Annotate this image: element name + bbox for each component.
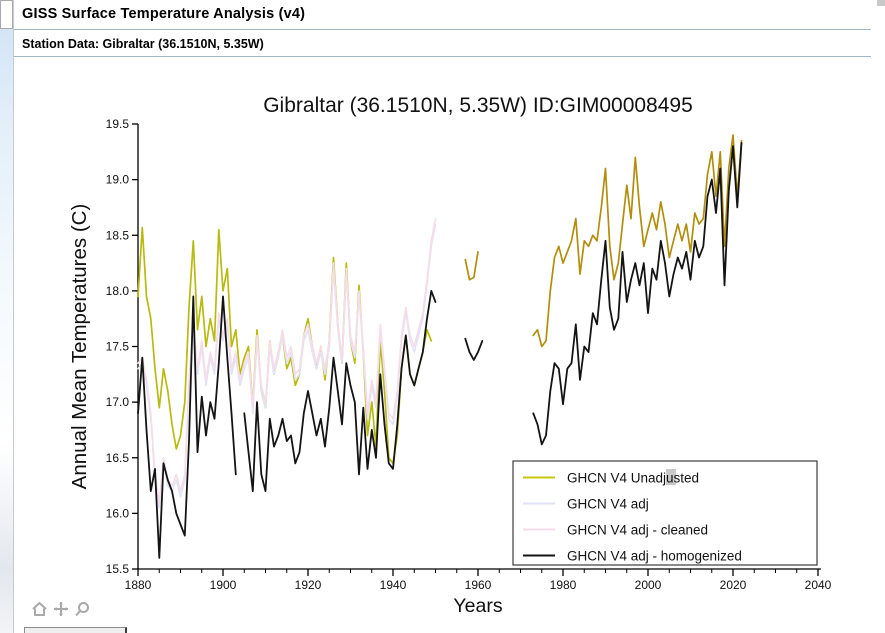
zoom-icon[interactable]: [74, 601, 90, 617]
y-tick-label: 17.0: [106, 395, 130, 409]
x-axis-label: Years: [453, 595, 502, 617]
y-tick-label: 17.5: [106, 340, 130, 354]
series-line-ghcn-v4-adj-homogenized: [464, 337, 484, 361]
x-tick-label: 1920: [295, 578, 322, 592]
legend-entry-label: GHCN V4 Unadjusted: [567, 471, 699, 486]
x-tick-label: 2000: [635, 578, 662, 592]
left-gradient-strip: [0, 0, 14, 633]
series-line-ghcn-v4-adj-homogenized: [243, 289, 437, 493]
top-left-scroll-box: [0, 0, 13, 29]
legend-box: [512, 460, 818, 566]
legend-entry-label: GHCN V4 adj: [567, 497, 649, 512]
legend-selection-artifact: [666, 469, 676, 485]
series-line-ghcn-v4-unadjusted: [532, 134, 743, 348]
bottom-partial-button[interactable]: [24, 627, 127, 633]
x-tick-label: 2040: [805, 578, 832, 592]
legend-entry-label: GHCN V4 adj - homogenized: [567, 549, 742, 564]
home-icon[interactable]: [31, 601, 48, 617]
top-right-nub: [877, 0, 885, 6]
y-tick-label: 16.0: [106, 506, 130, 520]
y-tick-label: 18.0: [106, 284, 130, 298]
y-tick-label: 15.5: [106, 562, 130, 576]
header-divider: [14, 29, 871, 30]
plot-nav-controls: [31, 601, 90, 617]
x-tick-label: 1980: [550, 578, 577, 592]
legend-entry-label: GHCN V4 adj - cleaned: [567, 523, 708, 538]
page-title: GISS Surface Temperature Analysis (v4): [22, 6, 306, 22]
series-line-ghcn-v4-adj-homogenized: [137, 295, 237, 559]
x-tick-label: 2020: [720, 578, 747, 592]
pan-icon[interactable]: [53, 601, 69, 617]
series-line-ghcn-v4-unadjusted: [464, 251, 479, 281]
series-line-ghcn-v4-adj-cleaned: [137, 217, 437, 504]
y-axis-label: Annual Mean Temperatures (C): [68, 204, 91, 490]
x-tick-label: 1900: [210, 578, 237, 592]
series-line-ghcn-v4-adj-homogenized: [532, 142, 743, 446]
station-temperature-plot: Gibraltar (36.1510N, 5.35W) ID:GIM000084…: [68, 94, 832, 617]
station-subtitle: Station Data: Gibraltar (36.1510N, 5.35W…: [22, 37, 264, 51]
x-tick-label: 1960: [465, 578, 492, 592]
y-tick-label: 19.0: [106, 173, 130, 187]
x-tick-label: 1940: [380, 578, 407, 592]
subtitle-divider: [14, 56, 871, 57]
y-tick-label: 19.5: [106, 117, 130, 131]
chart-title: Gibraltar (36.1510N, 5.35W) ID:GIM000084…: [263, 94, 693, 117]
y-tick-label: 18.5: [106, 228, 130, 242]
y-tick-label: 16.5: [106, 451, 130, 465]
x-tick-label: 1880: [125, 578, 152, 592]
